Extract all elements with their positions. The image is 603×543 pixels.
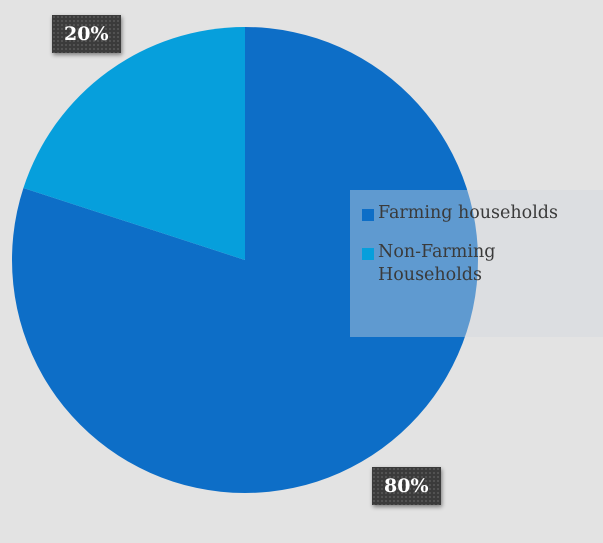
legend: Farming households Non-Farming Household…	[350, 190, 603, 337]
pie-slice-non-farming	[23, 27, 245, 260]
legend-swatch-non-farming	[362, 248, 374, 260]
legend-item-non-farming: Non-Farming Households	[362, 241, 603, 287]
data-label-non-farming: 20%	[52, 15, 121, 53]
data-label-farming: 80%	[372, 467, 441, 505]
legend-label-non-farming: Non-Farming Households	[378, 242, 496, 285]
legend-label-farming: Farming households	[378, 203, 558, 223]
legend-item-farming: Farming households	[362, 202, 603, 225]
legend-swatch-farming	[362, 209, 374, 221]
